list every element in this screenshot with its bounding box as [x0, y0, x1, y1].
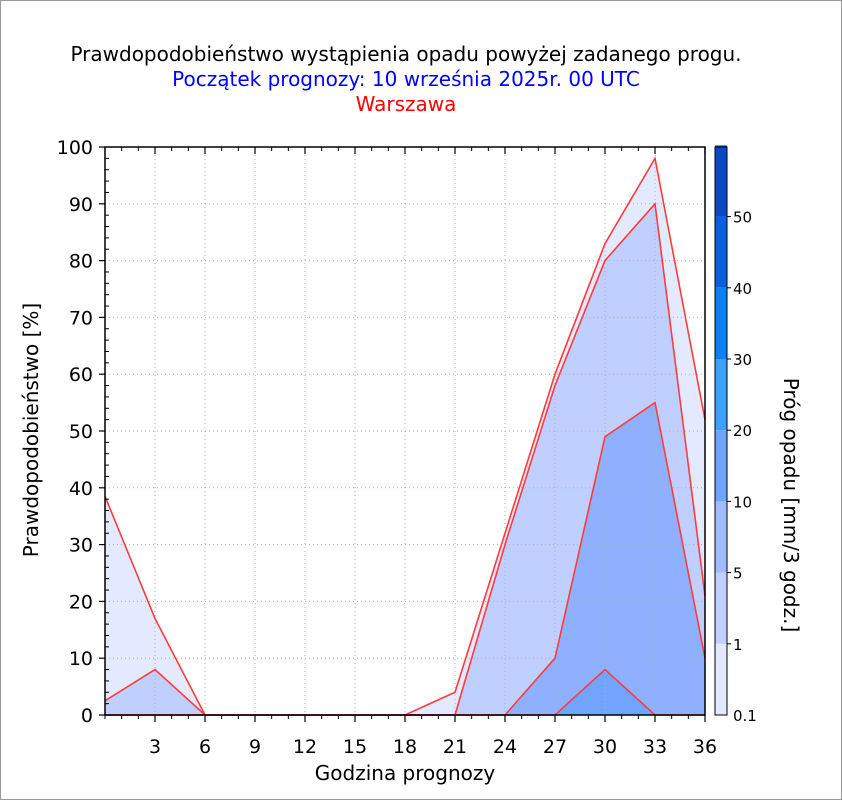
- x-tick-label: 36: [693, 736, 717, 758]
- colorbar-segment: [715, 287, 727, 359]
- colorbar-segment: [715, 359, 727, 431]
- colorbar-border: [714, 146, 728, 716]
- colorbar-tick-label: 40: [733, 280, 752, 298]
- colorbar-segment: [715, 501, 727, 573]
- location-label: Warszawa: [355, 92, 457, 116]
- x-tick-label: 12: [293, 736, 317, 758]
- colorbar: 0.1 1 5 10 20 30 40 50: [714, 145, 757, 725]
- y-tick-label: 70: [69, 307, 93, 329]
- x-tick-label: 21: [443, 736, 467, 758]
- y-tick-label: 100: [57, 137, 93, 159]
- area-series-2: [105, 402, 705, 715]
- area-series-3: [105, 669, 705, 715]
- colorbar-tick-label: 1: [733, 636, 743, 654]
- colorbar-segment: [715, 216, 727, 288]
- colorbar-segment: [715, 572, 727, 644]
- x-tick-label: 18: [393, 736, 417, 758]
- colorbar-tick-label: 5: [733, 565, 743, 583]
- y-tick-label: 40: [69, 478, 93, 500]
- x-tick-label: 6: [199, 736, 211, 758]
- colorbar-title: Próg opadu [mm/3 godz.]: [779, 378, 803, 633]
- colorbar-segment: [715, 145, 727, 217]
- colorbar-tick-label: 30: [733, 351, 752, 369]
- x-tick-label: 27: [543, 736, 567, 758]
- y-tick-label: 50: [69, 421, 93, 443]
- colorbar-segment: [715, 430, 727, 502]
- x-tick-label: 30: [593, 736, 617, 758]
- x-tick-label: 9: [249, 736, 261, 758]
- y-tick-label: 10: [69, 648, 93, 670]
- grid-lines: [105, 147, 705, 715]
- x-axis-label: Godzina prognozy: [315, 761, 496, 785]
- colorbar-segment: [715, 643, 727, 715]
- y-axis-label: Prawdopodobieństwo [%]: [19, 303, 43, 557]
- x-tick-label: 24: [493, 736, 517, 758]
- colorbar-tick-label: 0.1: [733, 707, 757, 725]
- chart-title: Prawdopodobieństwo wystąpienia opadu pow…: [70, 42, 742, 66]
- colorbar-tick-label: 10: [733, 493, 752, 511]
- y-tick-label: 0: [81, 705, 93, 727]
- colorbar-tick-label: 20: [733, 422, 752, 440]
- y-tick-label: 20: [69, 591, 93, 613]
- y-tick-label: 90: [69, 194, 93, 216]
- y-tick-label: 30: [69, 535, 93, 557]
- x-tick-label: 3: [149, 736, 161, 758]
- chart-subtitle: Początek prognozy: 10 września 2025r. 00…: [172, 67, 640, 91]
- x-tick-label: 15: [343, 736, 367, 758]
- y-tick-label: 80: [69, 251, 93, 273]
- colorbar-tick-label: 50: [733, 209, 752, 227]
- y-tick-label: 60: [69, 364, 93, 386]
- x-tick-label: 33: [643, 736, 667, 758]
